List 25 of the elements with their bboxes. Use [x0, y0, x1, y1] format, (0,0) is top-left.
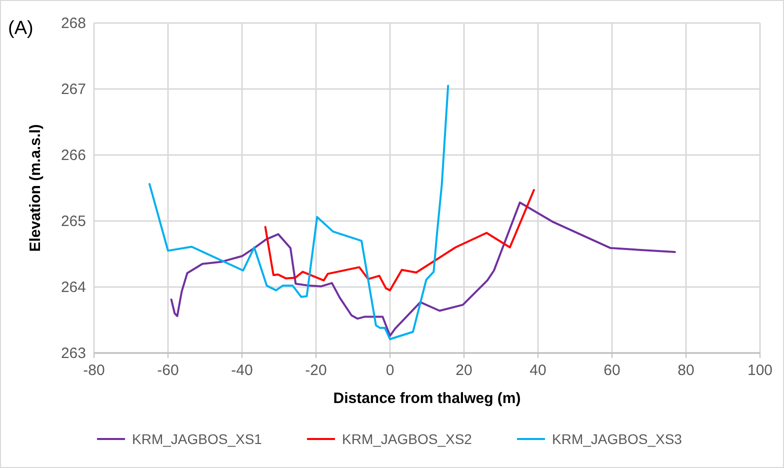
- line-series: [148, 84, 450, 340]
- x-tick-label: -40: [231, 362, 253, 379]
- x-tick-label: 60: [604, 362, 620, 379]
- x-tick-label: 40: [530, 362, 546, 379]
- y-tick-label: 263: [60, 345, 86, 362]
- legend-label: KRM_JAGBOS_XS3: [552, 431, 682, 447]
- y-tick-label: 267: [60, 81, 86, 98]
- line-series: [264, 188, 535, 292]
- y-tick-label: 265: [60, 213, 86, 230]
- x-tick-label: 0: [386, 362, 394, 379]
- y-tick-label: 264: [60, 279, 86, 296]
- legend-label: KRM_JAGBOS_XS1: [132, 431, 262, 447]
- line-series: [170, 202, 676, 337]
- legend-label: KRM_JAGBOS_XS2: [342, 431, 472, 447]
- x-tick-label: -60: [157, 362, 179, 379]
- x-axis-title: Distance from thalweg (m): [333, 390, 521, 407]
- x-tick-label: 20: [456, 362, 472, 379]
- chart-title: (A): [8, 18, 34, 39]
- y-tick-label: 268: [60, 15, 86, 32]
- x-tick-label: 100: [747, 362, 773, 379]
- y-axis-title: Elevation (m.a.s.l): [27, 124, 44, 252]
- x-tick-label: -20: [305, 362, 327, 379]
- y-tick-label: 266: [60, 147, 86, 164]
- x-tick-label: 80: [678, 362, 694, 379]
- x-tick-label: -80: [83, 362, 105, 379]
